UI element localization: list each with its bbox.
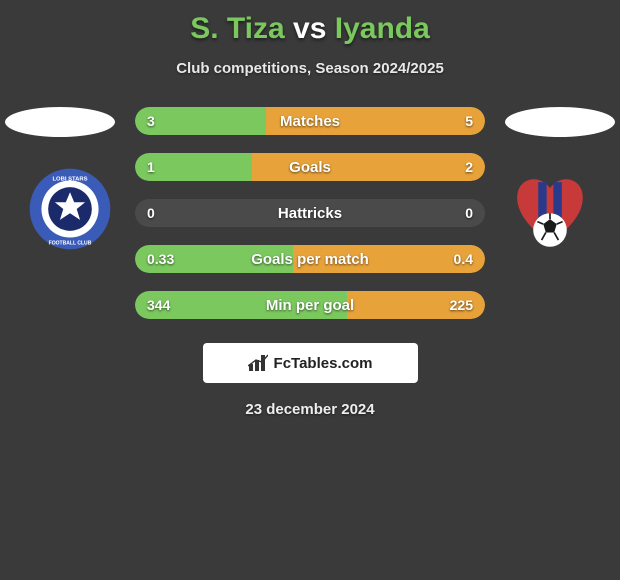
player1-photo-placeholder (5, 107, 115, 137)
team2-badge (500, 167, 600, 251)
date: 23 december 2024 (0, 401, 620, 418)
player2-name: Iyanda (335, 12, 430, 45)
team1-badge: LOBI STARS FOOTBALL CLUB (20, 167, 120, 251)
content: LOBI STARS FOOTBALL CLUB 35Matches 12Goal… (0, 107, 620, 418)
stat-bar: 35Matches (135, 107, 485, 135)
stat-bar: 0.330.4Goals per match (135, 245, 485, 273)
svg-text:FOOTBALL CLUB: FOOTBALL CLUB (49, 240, 92, 246)
stat-bar: 00Hattricks (135, 199, 485, 227)
attribution-text: FcTables.com (274, 355, 373, 372)
subtitle: Club competitions, Season 2024/2025 (0, 60, 620, 77)
stat-bar: 344225Min per goal (135, 291, 485, 319)
player1-name: S. Tiza (190, 12, 284, 45)
stat-label: Matches (135, 107, 485, 135)
stat-label: Min per goal (135, 291, 485, 319)
svg-text:LOBI STARS: LOBI STARS (52, 176, 87, 182)
player2-photo-placeholder (505, 107, 615, 137)
stat-label: Hattricks (135, 199, 485, 227)
attribution-badge: FcTables.com (203, 343, 418, 383)
stat-bar: 12Goals (135, 153, 485, 181)
vs-text: vs (293, 12, 326, 45)
comparison-title: S. Tiza vs Iyanda (0, 0, 620, 46)
bar-chart-icon (248, 354, 268, 372)
stats-bars: 35Matches 12Goals 00Hattricks 0.330.4Goals … (135, 107, 485, 319)
stat-label: Goals per match (135, 245, 485, 273)
stat-label: Goals (135, 153, 485, 181)
